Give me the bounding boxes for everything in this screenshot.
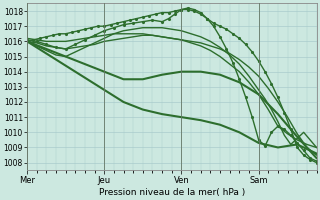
X-axis label: Pression niveau de la mer( hPa ): Pression niveau de la mer( hPa ) xyxy=(99,188,245,197)
